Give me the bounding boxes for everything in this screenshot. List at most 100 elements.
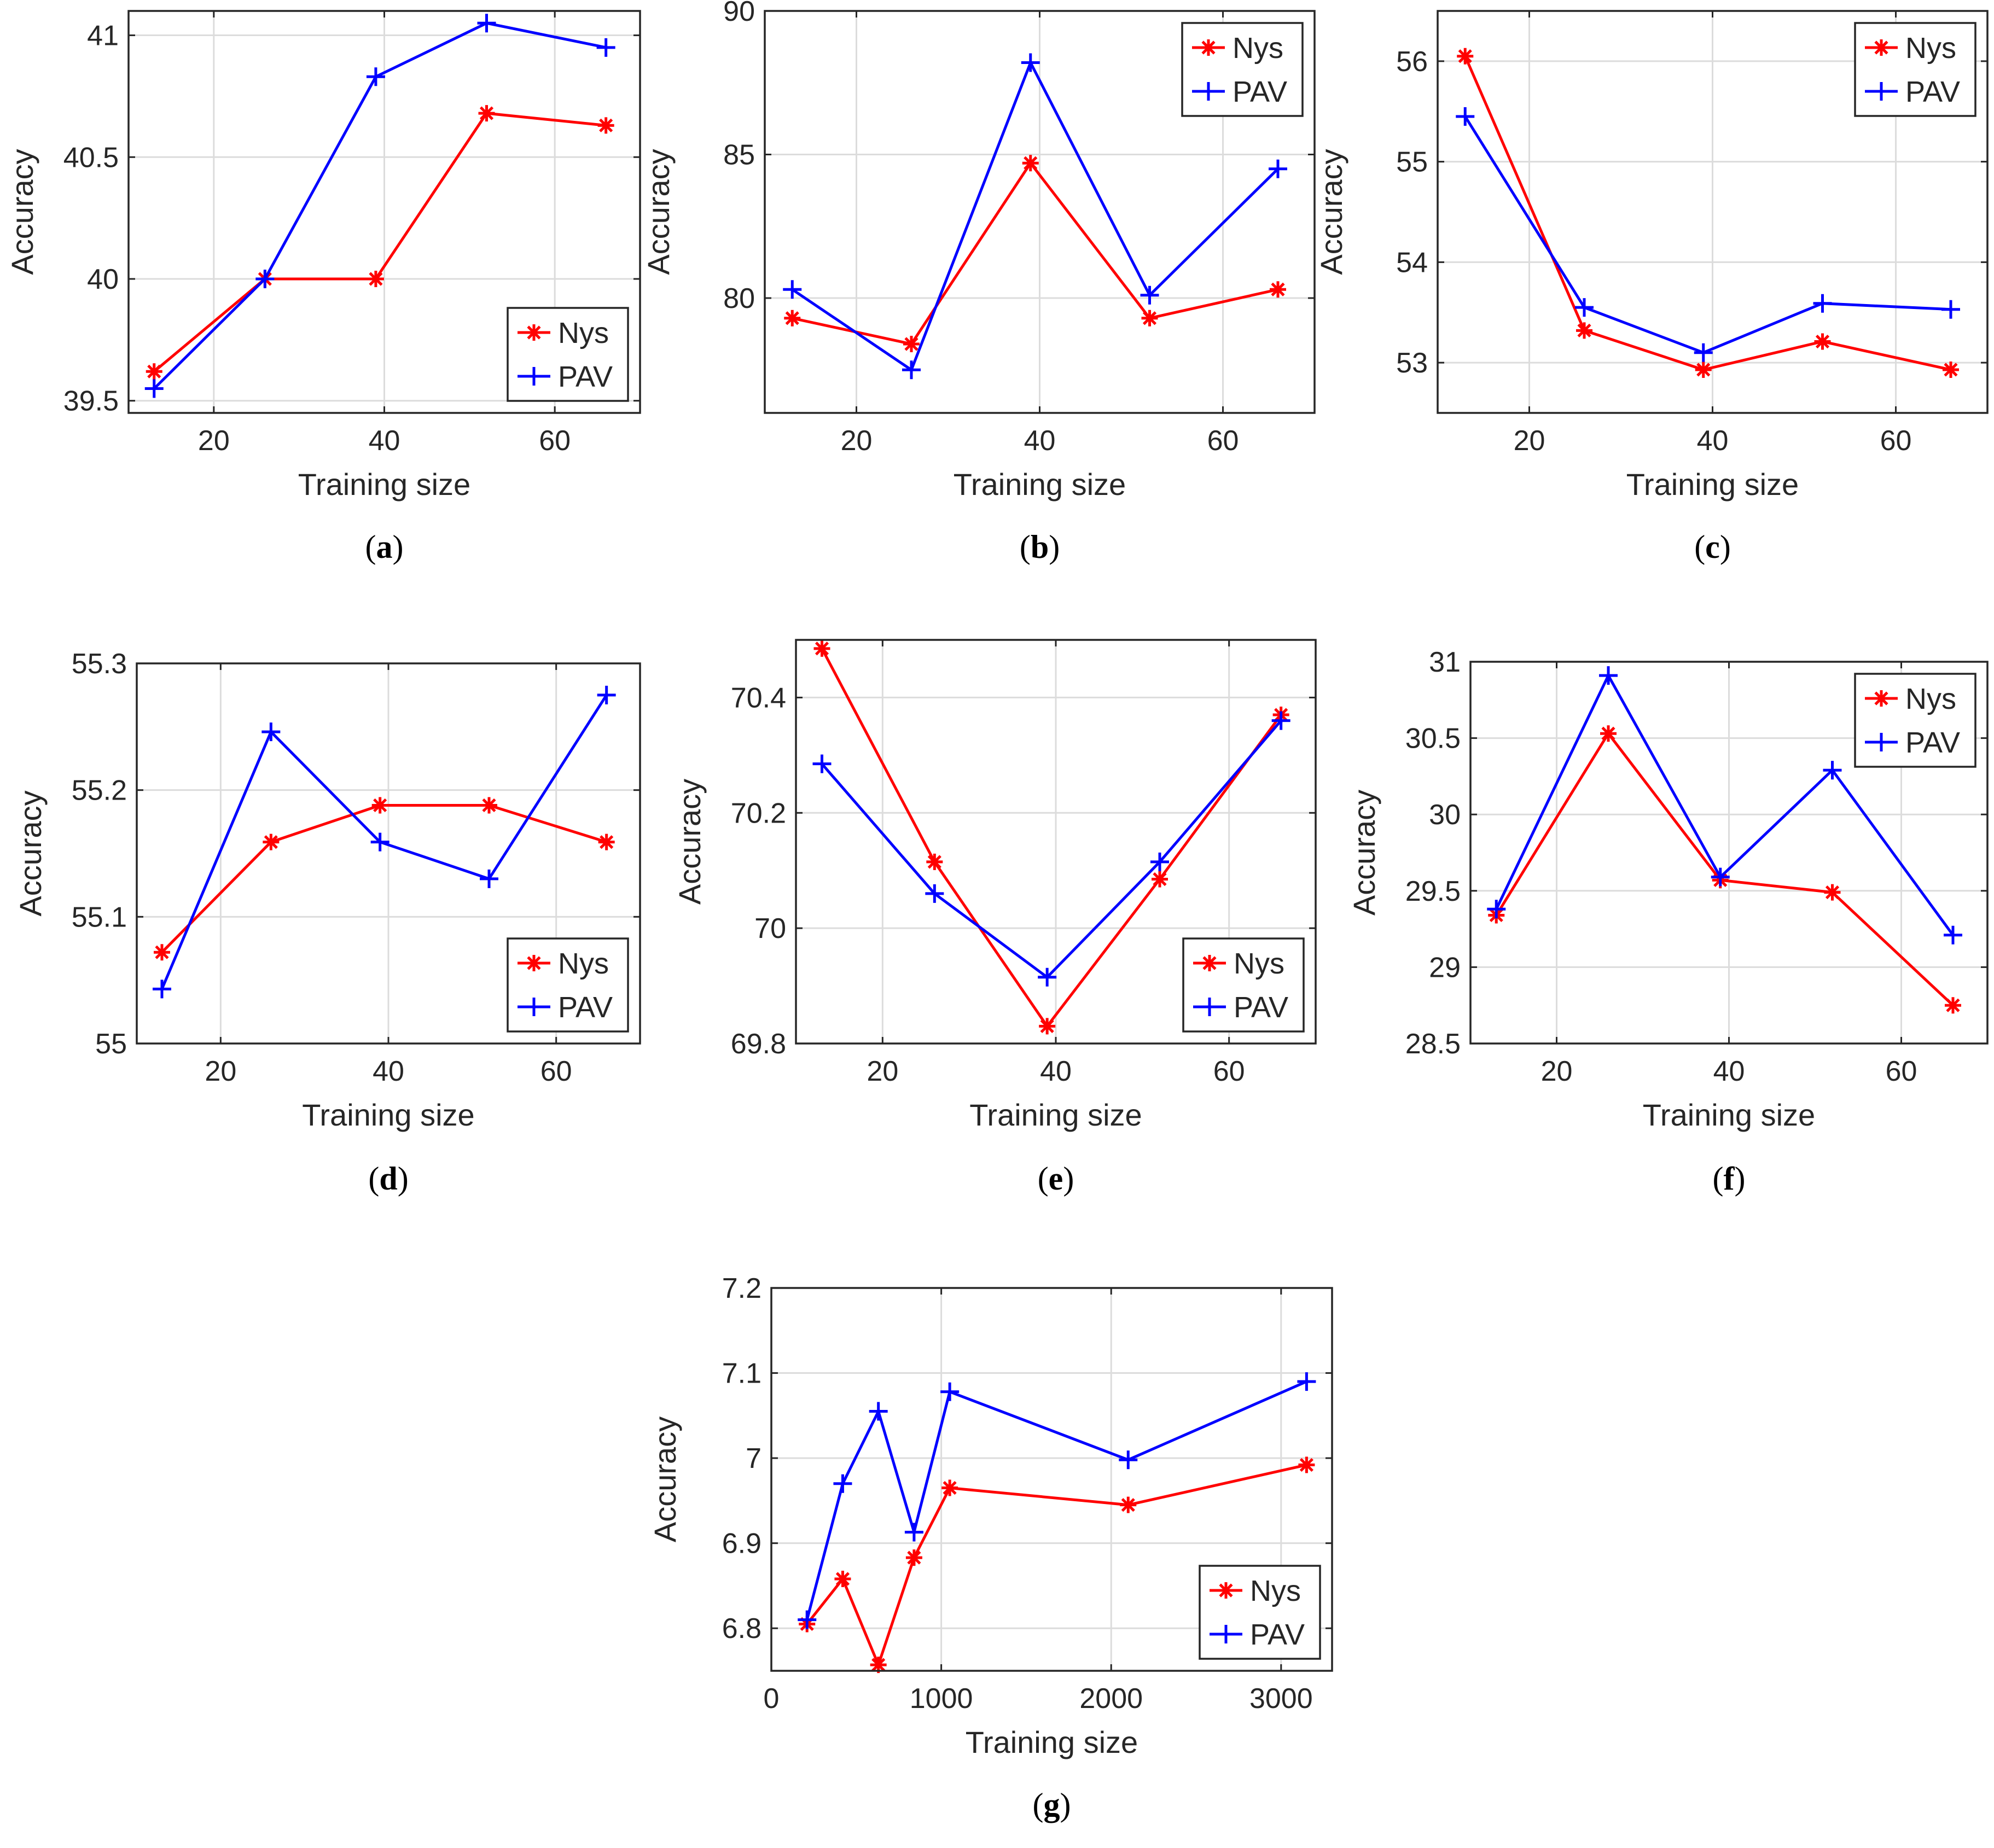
series-nys	[1457, 48, 1959, 378]
y-tick-label: 80	[723, 283, 755, 314]
data-point-nys	[1600, 725, 1617, 742]
data-point-pav	[144, 379, 164, 398]
data-point-pav	[596, 38, 615, 57]
x-tick-label: 1000	[910, 1683, 973, 1715]
y-axis-title: Accuracy	[641, 149, 676, 275]
y-tick-label: 55.3	[72, 648, 127, 680]
legend-label-pav: PAV	[1905, 726, 1960, 759]
data-point-nys	[1814, 333, 1831, 350]
panel-d: 20 40 60 55 55.1 55.2 55.3 Training size Accurac…	[13, 648, 641, 1197]
data-point-pav	[1823, 761, 1842, 780]
y-tick-label: 41	[87, 20, 119, 52]
legend-label-pav: PAV	[1905, 75, 1960, 108]
data-point-nys	[784, 310, 801, 327]
data-point-pav	[153, 980, 171, 999]
x-tick-label: 40	[373, 1056, 404, 1087]
y-axis-title: Accuracy	[648, 1416, 682, 1542]
legend-label-pav: PAV	[558, 991, 613, 1024]
panel-a: 20 40 60 39.5 40 40.5 41 Training size Accuracy N…	[5, 10, 641, 565]
data-point-pav	[597, 685, 616, 704]
legend: Nys PAV	[507, 307, 629, 402]
x-axis-title: Training size	[1626, 467, 1799, 502]
y-axis-title: Accuracy	[672, 779, 707, 905]
x-axis-title: Training size	[298, 467, 470, 502]
legend-label-nys: Nys	[1233, 32, 1283, 65]
legend-box	[1181, 22, 1304, 117]
y-tick-label: 54	[1396, 247, 1428, 278]
data-point-nys	[813, 640, 830, 657]
y-tick-label: 56	[1396, 46, 1428, 78]
legend-marker-nys	[1218, 1582, 1234, 1599]
panel-caption: (g)	[1033, 1787, 1071, 1823]
y-tick-label: 70	[754, 913, 786, 945]
y-tick-label: 7.1	[722, 1358, 761, 1390]
x-tick-label: 40	[369, 425, 400, 457]
y-axis-title: Accuracy	[5, 149, 39, 275]
legend: Nys PAV	[507, 937, 629, 1033]
panel-caption: (a)	[365, 529, 404, 565]
data-point-nys	[263, 833, 280, 850]
data-point-pav	[1038, 967, 1057, 987]
legend-marker-pav	[1217, 1625, 1235, 1643]
data-point-nys	[1022, 155, 1039, 172]
data-point-nys	[941, 1479, 958, 1496]
legend-marker-nys	[1873, 690, 1890, 707]
data-point-pav	[1269, 159, 1287, 178]
data-point-nys	[905, 1549, 922, 1566]
y-tick-label: 70.2	[731, 797, 786, 829]
legend-label-nys: Nys	[558, 947, 609, 980]
x-axis-title: Training size	[966, 1725, 1138, 1759]
y-tick-label: 53	[1396, 347, 1428, 379]
y-tick-label: 6.8	[722, 1613, 761, 1645]
data-point-nys	[1120, 1496, 1137, 1513]
data-point-pav	[904, 1523, 923, 1542]
legend-box	[1182, 937, 1305, 1033]
x-axis-title: Training size	[1643, 1098, 1815, 1132]
legend-marker-nys	[526, 324, 542, 341]
panel-g: 0 1000 2000 3000 6.8 6.9 7 7.1 7.2 Training size A…	[648, 1273, 1333, 1823]
y-tick-label: 30.5	[1405, 723, 1461, 755]
y-tick-label: 7	[746, 1443, 761, 1474]
panel-caption: (b)	[1020, 529, 1060, 565]
data-point-pav	[1487, 900, 1506, 919]
x-axis-title: Training size	[969, 1098, 1142, 1132]
panel-f: 20 40 60 28.5 29 29.5 30 30.5 31 Training size Acc…	[1347, 646, 1989, 1197]
data-point-nys	[1695, 361, 1712, 378]
data-point-pav	[366, 67, 385, 86]
x-tick-label: 40	[1024, 425, 1056, 457]
x-tick-label: 60	[540, 1056, 572, 1087]
legend-marker-pav	[1872, 733, 1891, 751]
y-tick-label: 69.8	[731, 1028, 786, 1060]
legend: Nys PAV	[1199, 1565, 1321, 1660]
legend-label-nys: Nys	[1905, 32, 1956, 65]
x-tick-label: 60	[539, 425, 571, 457]
y-tick-label: 7.2	[722, 1273, 761, 1304]
data-point-pav	[477, 14, 496, 33]
y-tick-label: 40	[87, 264, 119, 295]
y-tick-label: 6.9	[722, 1528, 761, 1560]
x-tick-label: 20	[867, 1056, 898, 1087]
data-point-nys	[1576, 322, 1592, 339]
data-point-nys	[1270, 281, 1286, 298]
x-tick-label: 20	[205, 1056, 236, 1087]
data-point-pav	[255, 270, 275, 288]
legend-marker-nys	[1200, 39, 1217, 56]
y-tick-label: 28.5	[1405, 1028, 1461, 1060]
x-tick-label: 40	[1040, 1056, 1072, 1087]
y-axis-title: Accuracy	[1314, 149, 1348, 275]
legend-box	[1854, 673, 1976, 768]
series-pav	[153, 685, 616, 999]
data-point-pav	[833, 1474, 852, 1493]
x-tick-label: 3000	[1249, 1683, 1313, 1715]
panel-e: 20 40 60 69.8 70 70.2 70.4 Training size Accurac…	[672, 639, 1317, 1197]
legend-label-nys: Nys	[1905, 683, 1956, 715]
data-point-pav	[1271, 711, 1290, 730]
panel-b: 20 40 60 80 85 90 Training size Accuracy Nys PAV (…	[641, 0, 1316, 565]
data-point-pav	[1119, 1450, 1138, 1470]
y-tick-label: 40.5	[63, 142, 119, 173]
y-tick-label: 90	[723, 0, 755, 27]
legend-marker-nys	[1201, 955, 1218, 971]
series-pav	[798, 1372, 1316, 1629]
series-pav	[1456, 107, 1960, 362]
series-nys	[784, 155, 1286, 352]
